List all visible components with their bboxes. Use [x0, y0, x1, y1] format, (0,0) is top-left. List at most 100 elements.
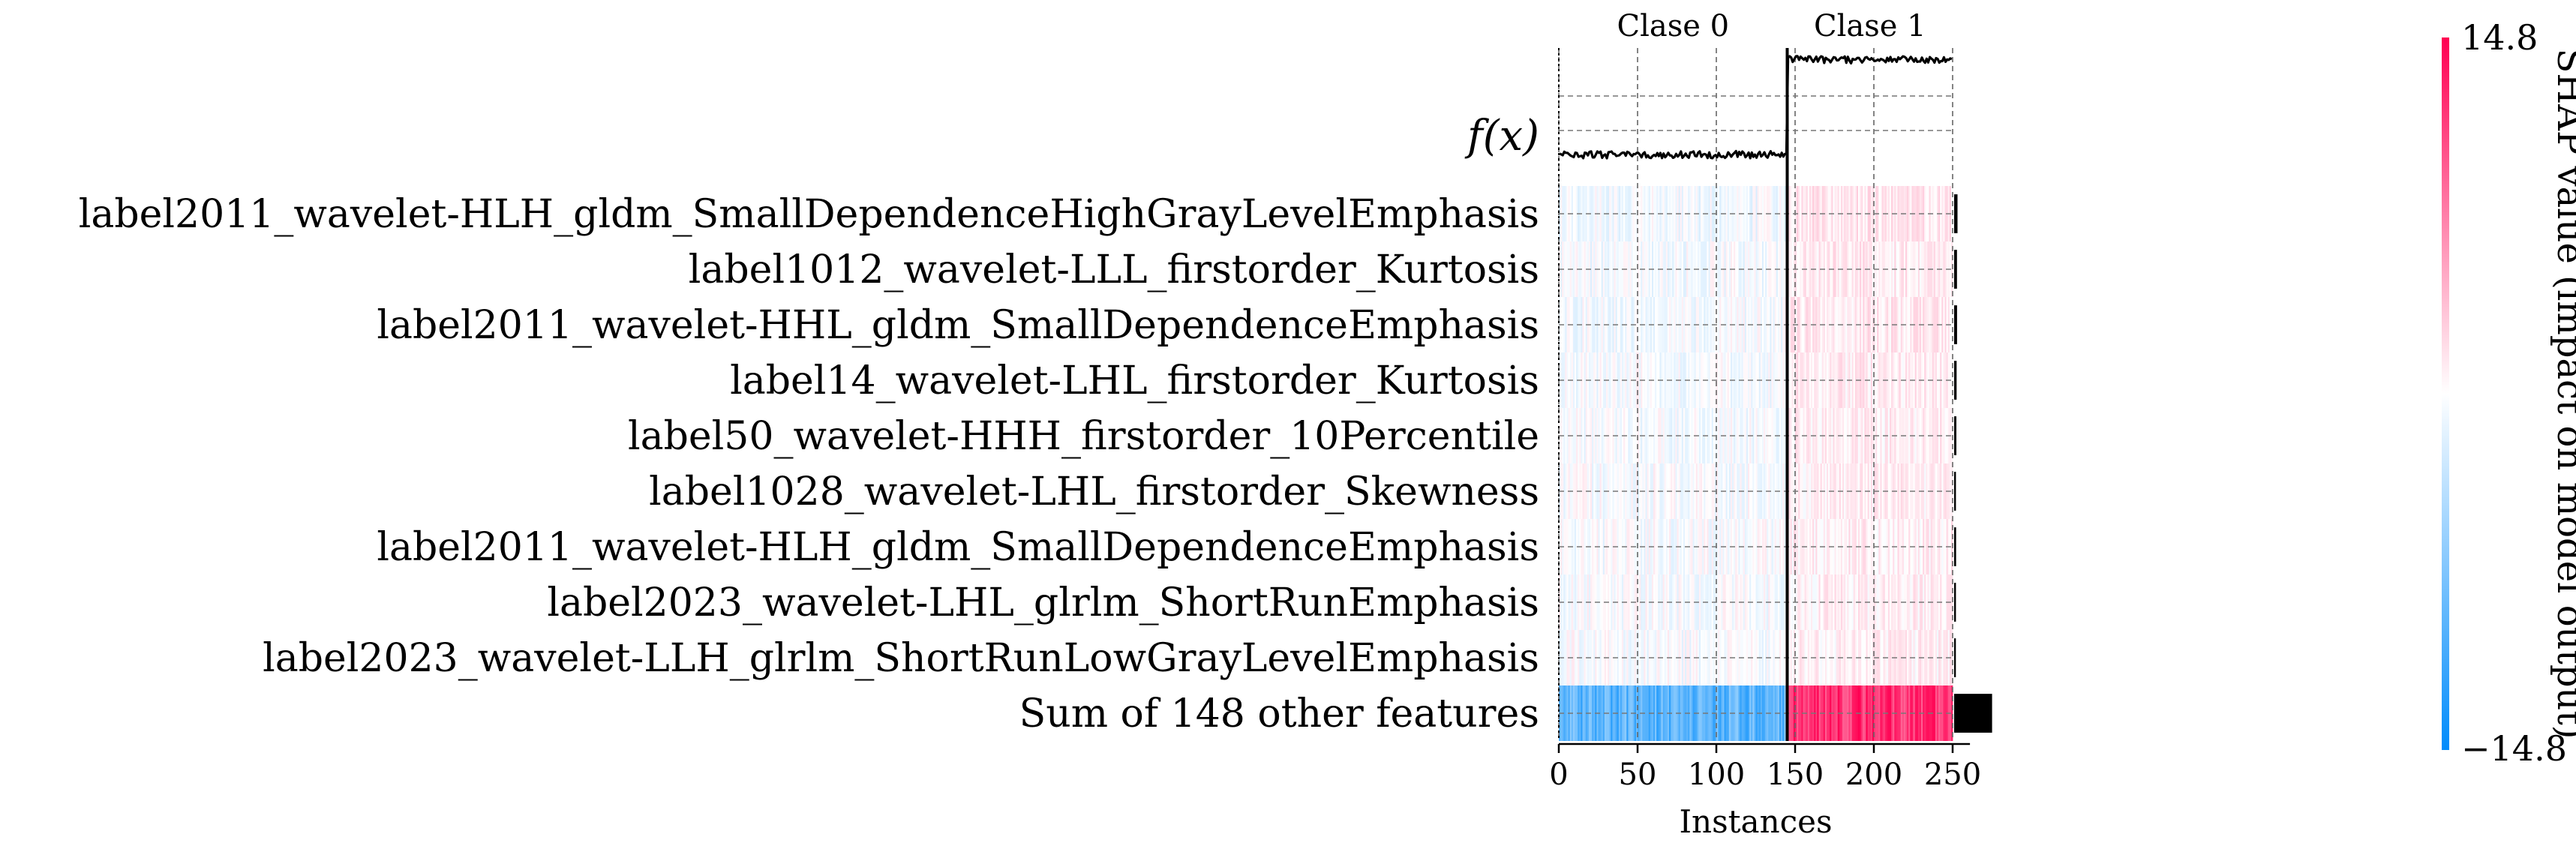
heat-cell — [1563, 519, 1566, 574]
heat-cell — [1827, 519, 1829, 574]
heat-cell — [1907, 686, 1909, 741]
heat-cell — [1692, 186, 1695, 242]
heat-cell — [1681, 574, 1684, 630]
heat-cell — [1565, 352, 1567, 408]
heat-cell — [1853, 408, 1856, 464]
heat-cell — [1656, 186, 1659, 242]
heat-cell — [1754, 408, 1756, 464]
heat-cell — [1807, 519, 1810, 574]
heat-cell — [1818, 297, 1821, 352]
heat-cell — [1890, 186, 1892, 242]
heat-cell — [1635, 519, 1638, 574]
heat-cell — [1708, 297, 1710, 352]
heat-cell — [1565, 574, 1567, 630]
heat-cell — [1809, 464, 1812, 519]
heat-cell — [1566, 574, 1569, 630]
heat-cell — [1565, 464, 1567, 519]
heat-cell — [1941, 242, 1944, 297]
heat-cell — [1933, 186, 1936, 242]
heat-cell — [1689, 630, 1692, 686]
heat-cell — [1752, 186, 1755, 242]
heat-cell — [1788, 408, 1791, 464]
heat-cell — [1609, 352, 1611, 408]
heat-cell — [1924, 464, 1926, 519]
heat-cell — [1701, 242, 1703, 297]
heat-cell — [1638, 242, 1640, 297]
heat-cell — [1735, 686, 1737, 741]
heat-cell — [1662, 686, 1665, 741]
heat-cell — [1887, 686, 1890, 741]
heat-cell — [1809, 630, 1812, 686]
heat-cell — [1771, 408, 1773, 464]
heat-cell — [1761, 630, 1764, 686]
heat-cell — [1638, 519, 1640, 574]
heat-cell — [1764, 574, 1766, 630]
heat-cell — [1907, 242, 1909, 297]
heat-cell — [1584, 242, 1587, 297]
feature-label: label2011_wavelet-HLH_gldm_SmallDependen… — [377, 525, 1539, 570]
heat-cell — [1628, 574, 1630, 630]
heat-cell — [1782, 297, 1785, 352]
heat-cell — [1674, 297, 1676, 352]
heat-cell — [1592, 574, 1594, 630]
heat-cell — [1861, 242, 1863, 297]
heat-cell — [1752, 352, 1755, 408]
heat-cell — [1800, 352, 1802, 408]
heat-cell — [1701, 574, 1703, 630]
heat-cell — [1611, 630, 1613, 686]
heat-cell — [1628, 686, 1630, 741]
heat-cell — [1815, 686, 1818, 741]
heat-cell — [1950, 519, 1953, 574]
heat-cell — [1698, 686, 1701, 741]
heat-cell — [1664, 630, 1667, 686]
heat-cell — [1635, 408, 1638, 464]
heat-cell — [1950, 464, 1953, 519]
heat-cell — [1887, 352, 1890, 408]
heat-cell — [1620, 686, 1623, 741]
heat-cell — [1943, 408, 1945, 464]
heat-cell — [1807, 630, 1810, 686]
heat-cell — [1582, 630, 1584, 686]
heat-cell — [1872, 297, 1875, 352]
heat-cell — [1584, 186, 1587, 242]
heat-cell — [1635, 686, 1638, 741]
heat-cell — [1798, 408, 1800, 464]
feature-label: label50_wavelet-HHH_firstorder_10Percent… — [628, 414, 1539, 459]
heat-cell — [1647, 519, 1650, 574]
heat-cell — [1566, 352, 1569, 408]
heat-cell — [1807, 297, 1810, 352]
heat-cell — [1593, 352, 1596, 408]
heat-cell — [1916, 464, 1919, 519]
heat-cell — [1941, 297, 1944, 352]
heat-cell — [1737, 574, 1739, 630]
heat-cell — [1897, 574, 1899, 630]
heat-cell — [1880, 352, 1882, 408]
fx-panel: f(x) Clase 0 Clase 1 — [1464, 9, 1953, 160]
heat-cell — [1880, 408, 1882, 464]
heat-cell — [1844, 352, 1846, 408]
heat-cell — [1727, 630, 1730, 686]
heat-cell — [1601, 352, 1604, 408]
heat-cell — [1908, 408, 1911, 464]
heat-cell — [1788, 297, 1791, 352]
heat-cell — [1881, 464, 1884, 519]
heat-cell — [1890, 297, 1892, 352]
colorbar-gradient — [2442, 38, 2449, 750]
heat-cell — [1645, 519, 1647, 574]
heat-cell — [1817, 686, 1819, 741]
heat-cell — [1905, 574, 1908, 630]
heat-cell — [1809, 686, 1812, 741]
heat-cell — [1593, 630, 1596, 686]
heat-cell — [1701, 186, 1703, 242]
heat-cell — [1692, 408, 1695, 464]
heat-cell — [1944, 630, 1947, 686]
heat-cell — [1755, 297, 1758, 352]
heat-cell — [1853, 686, 1856, 741]
heat-cell — [1779, 686, 1782, 741]
heat-cell — [1935, 630, 1938, 686]
heat-cell — [1708, 519, 1710, 574]
heat-cell — [1737, 464, 1739, 519]
heat-cell — [1926, 686, 1928, 741]
heat-cell — [1653, 686, 1656, 741]
